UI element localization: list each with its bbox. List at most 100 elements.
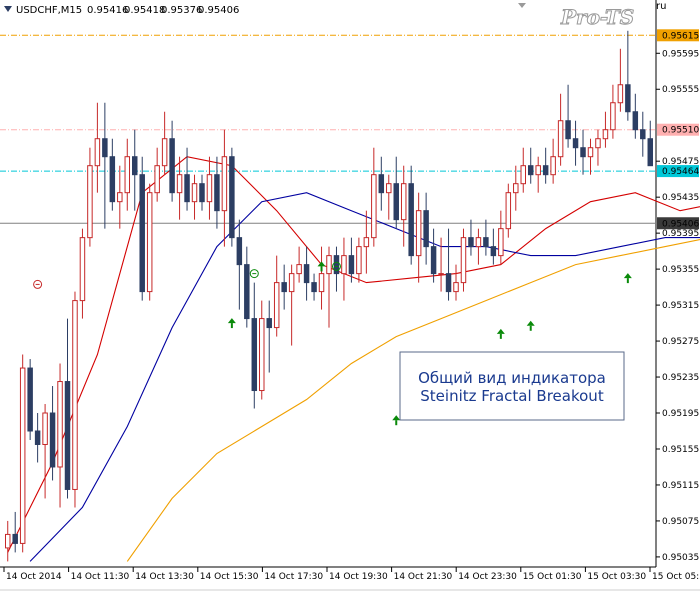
candle-body — [460, 237, 467, 284]
candle-body — [318, 273, 325, 293]
marker-ring — [33, 279, 43, 289]
horizontal-levels — [0, 34, 656, 224]
candle-body — [453, 282, 459, 293]
candle-body — [572, 138, 579, 149]
candle — [363, 210, 370, 274]
candle-body — [326, 255, 332, 275]
candle — [154, 147, 160, 202]
candle — [550, 138, 556, 184]
candle-body — [132, 156, 138, 176]
candle — [191, 174, 198, 220]
candle-body — [632, 111, 639, 131]
candle-body — [333, 255, 340, 275]
chart-shift-icon[interactable] — [518, 3, 526, 8]
fractal-marker-icon — [331, 261, 341, 271]
candle-body — [281, 282, 287, 293]
candle-body — [34, 430, 41, 445]
candle — [266, 300, 272, 373]
moving-average-lines — [7, 156, 700, 562]
candle — [102, 102, 108, 229]
candle — [483, 219, 489, 256]
candle — [557, 93, 564, 166]
candle-body — [184, 174, 190, 203]
candle — [468, 219, 474, 256]
time-label: 14 Oct 11:30 — [71, 572, 130, 582]
candle — [587, 138, 594, 175]
arrow-head — [227, 318, 236, 324]
candle — [356, 237, 362, 283]
fractal-marker-icon — [33, 279, 43, 289]
price-label: 0.95435 — [662, 193, 699, 203]
price-label: 0.95406 — [662, 219, 699, 229]
candle-body — [139, 174, 145, 293]
candle-body — [259, 318, 265, 392]
fractal-arrows — [227, 261, 632, 426]
candle-body — [87, 165, 93, 239]
candle — [303, 246, 310, 301]
up-arrow-icon — [392, 415, 401, 426]
candle — [505, 183, 512, 238]
candle — [610, 84, 616, 139]
candle — [72, 291, 78, 508]
candle-body — [393, 183, 399, 221]
candle-body — [602, 129, 609, 140]
candle-body — [64, 381, 71, 490]
time-label: 14 Oct 19:30 — [329, 572, 388, 582]
candle-body — [266, 318, 272, 329]
candle-body — [400, 183, 407, 221]
price-label: 0.95155 — [662, 445, 699, 455]
candle — [124, 138, 131, 211]
arrow-head — [526, 320, 535, 326]
candle — [602, 111, 609, 148]
candle — [386, 174, 392, 220]
candle-body — [587, 147, 594, 158]
candle — [513, 165, 519, 211]
candle-body — [610, 102, 616, 131]
candle — [94, 102, 101, 193]
level-price-box-top — [657, 29, 699, 42]
candle-body — [542, 165, 549, 176]
candle-body — [408, 183, 414, 257]
candle-body — [475, 237, 482, 248]
candle-body — [505, 192, 512, 230]
candle — [348, 237, 355, 283]
candle-body — [348, 255, 355, 275]
candle — [415, 192, 422, 283]
candle — [498, 210, 504, 265]
symbol-dropdown-icon[interactable] — [4, 6, 12, 12]
candle — [273, 255, 280, 337]
candle-body — [557, 120, 564, 158]
candle-body — [199, 183, 205, 203]
candle-body — [191, 183, 198, 203]
candle — [57, 363, 63, 508]
candle — [4, 520, 11, 562]
candle-body — [161, 138, 168, 167]
site-logo: Pro-TS ru — [560, 1, 667, 30]
candle-body — [415, 210, 422, 257]
ma-fast-line — [7, 156, 700, 553]
price-label: 0.95275 — [662, 337, 699, 347]
candle — [632, 93, 639, 139]
note-line-1: Общий вид индикатора — [418, 369, 606, 387]
price-label: 0.95464 — [662, 167, 699, 177]
candle-body — [550, 156, 556, 176]
ma-mid-line — [29, 192, 700, 562]
candle-body — [72, 300, 78, 490]
price-label: 0.95615 — [662, 31, 699, 41]
candle-body — [378, 174, 385, 194]
candle-body — [371, 174, 377, 239]
price-label: 0.95235 — [662, 373, 699, 383]
candle-body — [236, 237, 243, 266]
candle-body — [176, 174, 183, 194]
candle — [371, 147, 377, 247]
candle-body — [430, 246, 437, 275]
time-label: 14 Oct 23:30 — [458, 572, 517, 582]
time-label: 14 Oct 2014 — [6, 572, 62, 582]
candle-body — [490, 246, 497, 257]
candle — [132, 129, 138, 211]
candle-body — [438, 273, 444, 276]
candle-body — [580, 147, 586, 158]
price-label: 0.95395 — [662, 229, 699, 239]
